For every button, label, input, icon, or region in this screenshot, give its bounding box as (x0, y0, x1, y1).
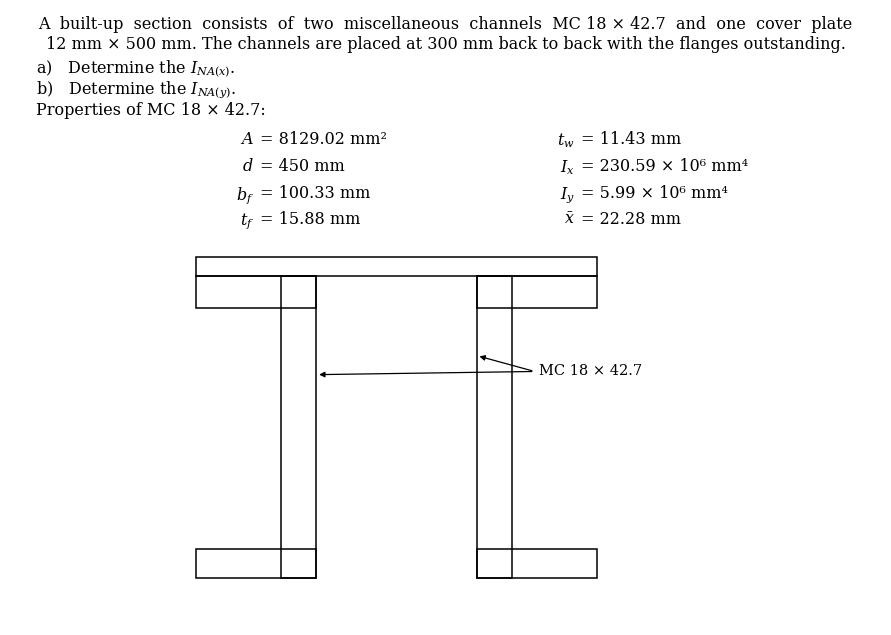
Text: = 15.88 mm: = 15.88 mm (260, 211, 361, 229)
Text: $I_x$: $I_x$ (560, 158, 575, 177)
Text: $t_w$: $t_w$ (557, 131, 575, 150)
Text: A  built-up  section  consists  of  two  miscellaneous  channels  MC 18 × 42.7  : A built-up section consists of two misce… (38, 16, 853, 33)
Text: = 450 mm: = 450 mm (260, 158, 345, 175)
Text: = 22.28 mm: = 22.28 mm (581, 211, 681, 229)
Text: a) Determine the $I_{NA(x)}$.: a) Determine the $I_{NA(x)}$. (36, 58, 235, 79)
Text: 12 mm × 500 mm. The channels are placed at 300 mm back to back with the flanges : 12 mm × 500 mm. The channels are placed … (45, 36, 846, 53)
Text: = 8129.02 mm²: = 8129.02 mm² (260, 131, 388, 149)
Text: = 230.59 × 10⁶ mm⁴: = 230.59 × 10⁶ mm⁴ (581, 158, 748, 175)
Text: = 5.99 × 10⁶ mm⁴: = 5.99 × 10⁶ mm⁴ (581, 185, 728, 202)
Text: $\bar{x}$: $\bar{x}$ (564, 211, 575, 229)
Text: MC 18 × 42.7: MC 18 × 42.7 (539, 364, 642, 378)
Text: = 11.43 mm: = 11.43 mm (581, 131, 682, 149)
Text: b) Determine the $I_{NA(y)}$.: b) Determine the $I_{NA(y)}$. (36, 79, 236, 100)
Text: $I_y$: $I_y$ (560, 185, 575, 204)
Text: = 100.33 mm: = 100.33 mm (260, 185, 371, 202)
Text: $d$: $d$ (242, 158, 254, 175)
Text: Properties of MC 18 × 42.7:: Properties of MC 18 × 42.7: (36, 102, 266, 119)
Text: $A$: $A$ (240, 131, 254, 149)
Text: $t_f$: $t_f$ (240, 211, 254, 231)
Text: $b_f$: $b_f$ (236, 185, 254, 206)
